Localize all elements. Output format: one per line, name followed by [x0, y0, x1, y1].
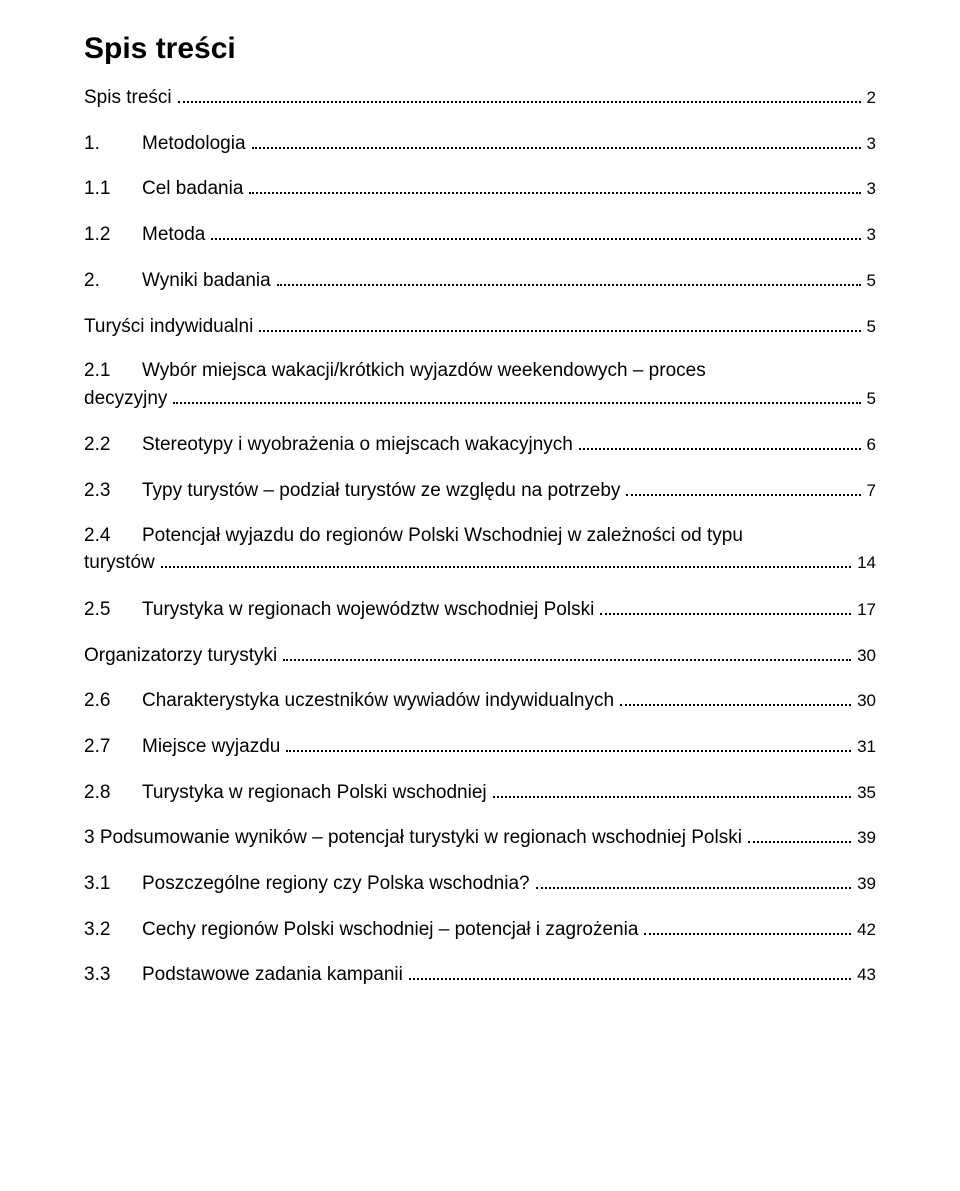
dot-leader: [644, 916, 851, 935]
dot-leader: [277, 267, 861, 286]
toc-entry-page: 14: [857, 550, 876, 576]
dot-leader: [579, 431, 861, 450]
toc-entry-page: 43: [857, 963, 876, 987]
toc-entry: 2.4 Potencjał wyjazdu do regionów Polski…: [84, 523, 876, 578]
toc-entry: 2.1 Wybór miejsca wakacji/krótkich wyjaz…: [84, 358, 876, 413]
toc-entry-page: 39: [857, 872, 876, 896]
dot-leader: [259, 312, 860, 331]
toc-entry: 3.2 Cechy regionów Polski wschodniej – p…: [84, 916, 876, 944]
toc-entry-label: Cel badania: [142, 176, 243, 203]
toc-entry-page: 7: [867, 479, 876, 503]
toc-entry-number: 2.3: [84, 478, 142, 505]
toc-entry-page: 35: [857, 781, 876, 805]
toc-entry: 3 Podsumowanie wyników – potencjał turys…: [84, 824, 876, 852]
toc-entry: 1.1 Cel badania 3: [84, 175, 876, 203]
toc-entry-label: Wyniki badania: [142, 268, 271, 295]
toc-entry: Spis treści 2: [84, 84, 876, 112]
toc-entry-number: 2.5: [84, 597, 142, 624]
toc-entry-number: 1.2: [84, 222, 142, 249]
dot-leader: [173, 385, 860, 404]
dot-leader: [286, 733, 851, 752]
document-page: Spis treści Spis treści 2 1. Metodologia…: [0, 0, 960, 1191]
toc-entry-label: Metoda: [142, 222, 205, 249]
toc-entry-label: Metodologia: [142, 131, 246, 158]
toc-entry-page: 5: [867, 315, 876, 339]
toc-entry-label: Spis treści: [84, 85, 172, 112]
toc-entry-number: 3.1: [84, 871, 142, 898]
toc-entry-page: 30: [857, 689, 876, 713]
page-title: Spis treści: [84, 32, 876, 66]
dot-leader: [626, 477, 860, 496]
toc-entry: 2.3 Typy turystów – podział turystów ze …: [84, 477, 876, 505]
toc-entry-label: Charakterystyka uczestników wywiadów ind…: [142, 688, 614, 715]
toc-entry-page: 17: [857, 598, 876, 622]
dot-leader: [620, 687, 851, 706]
toc-entry-number: 3.2: [84, 917, 142, 944]
dot-leader: [178, 84, 861, 103]
toc-entry-label: Stereotypy i wyobrażenia o miejscach wak…: [142, 432, 573, 459]
toc-entry: 2.8 Turystyka w regionach Polski wschodn…: [84, 779, 876, 807]
dot-leader: [161, 549, 851, 568]
toc-entry: 2.6 Charakterystyka uczestników wywiadów…: [84, 687, 876, 715]
toc-entry-number: 2.1: [84, 358, 142, 385]
toc-entry-label-cont: decyzyjny: [84, 385, 167, 414]
toc-entry: 2. Wyniki badania 5: [84, 267, 876, 295]
toc-entry-label: Wybór miejsca wakacji/krótkich wyjazdów …: [142, 358, 706, 385]
toc-entry-number: 2.6: [84, 688, 142, 715]
toc-entry-label: 3 Podsumowanie wyników – potencjał turys…: [84, 825, 742, 852]
dot-leader: [252, 130, 861, 149]
toc-entry-number: 2.: [84, 268, 142, 295]
toc-entry: 3.3 Podstawowe zadania kampanii 43: [84, 961, 876, 989]
toc-entry-number: 2.8: [84, 780, 142, 807]
toc-entry-label: Turystyka w regionach Polski wschodniej: [142, 780, 487, 807]
toc-entry-number: 1.: [84, 131, 142, 158]
toc-entry-label: Turyści indywidualni: [84, 314, 253, 341]
dot-leader: [211, 221, 860, 240]
toc-entry-page: 31: [857, 735, 876, 759]
toc-entry-page: 6: [867, 433, 876, 457]
dot-leader: [283, 642, 851, 661]
toc-entry-page: 3: [867, 223, 876, 247]
toc-entry-page: 2: [867, 86, 876, 110]
dot-leader: [748, 824, 851, 843]
toc-entry-page: 42: [857, 918, 876, 942]
dot-leader: [536, 870, 851, 889]
toc-entry-label-cont: turystów: [84, 549, 155, 578]
toc-entry-number: 2.4: [84, 523, 142, 550]
toc-entry-label: Poszczególne regiony czy Polska wschodni…: [142, 871, 530, 898]
toc-entry: 2.2 Stereotypy i wyobrażenia o miejscach…: [84, 431, 876, 459]
dot-leader: [600, 596, 851, 615]
toc-entry-number: 3.3: [84, 962, 142, 989]
toc-entry-label: Typy turystów – podział turystów ze wzgl…: [142, 478, 620, 505]
toc-entry-label: Organizatorzy turystyki: [84, 643, 277, 670]
toc-entry: 1. Metodologia 3: [84, 130, 876, 158]
toc-entry: 2.7 Miejsce wyjazdu 31: [84, 733, 876, 761]
toc-entry-label: Miejsce wyjazdu: [142, 734, 280, 761]
dot-leader: [409, 961, 851, 980]
dot-leader: [249, 175, 860, 194]
toc-entry-label: Potencjał wyjazdu do regionów Polski Wsc…: [142, 523, 743, 550]
toc-entry-label: Cechy regionów Polski wschodniej – poten…: [142, 917, 638, 944]
toc-entry-page: 3: [867, 177, 876, 201]
toc-entry-label: Turystyka w regionach województw wschodn…: [142, 597, 594, 624]
dot-leader: [493, 779, 851, 798]
toc-entry: 3.1 Poszczególne regiony czy Polska wsch…: [84, 870, 876, 898]
toc-entry: Organizatorzy turystyki 30: [84, 642, 876, 670]
toc-entry-number: 2.2: [84, 432, 142, 459]
toc-entry-page: 5: [867, 386, 876, 412]
toc-entry: 2.5 Turystyka w regionach województw wsc…: [84, 596, 876, 624]
toc-entry-label: Podstawowe zadania kampanii: [142, 962, 403, 989]
toc-entry-page: 3: [867, 132, 876, 156]
toc-entry-number: 1.1: [84, 176, 142, 203]
toc-entry-page: 5: [867, 269, 876, 293]
toc-entry: 1.2 Metoda 3: [84, 221, 876, 249]
toc-entry: Turyści indywidualni 5: [84, 312, 876, 340]
toc-entry-page: 39: [857, 826, 876, 850]
toc-entry-page: 30: [857, 644, 876, 668]
toc-entry-number: 2.7: [84, 734, 142, 761]
